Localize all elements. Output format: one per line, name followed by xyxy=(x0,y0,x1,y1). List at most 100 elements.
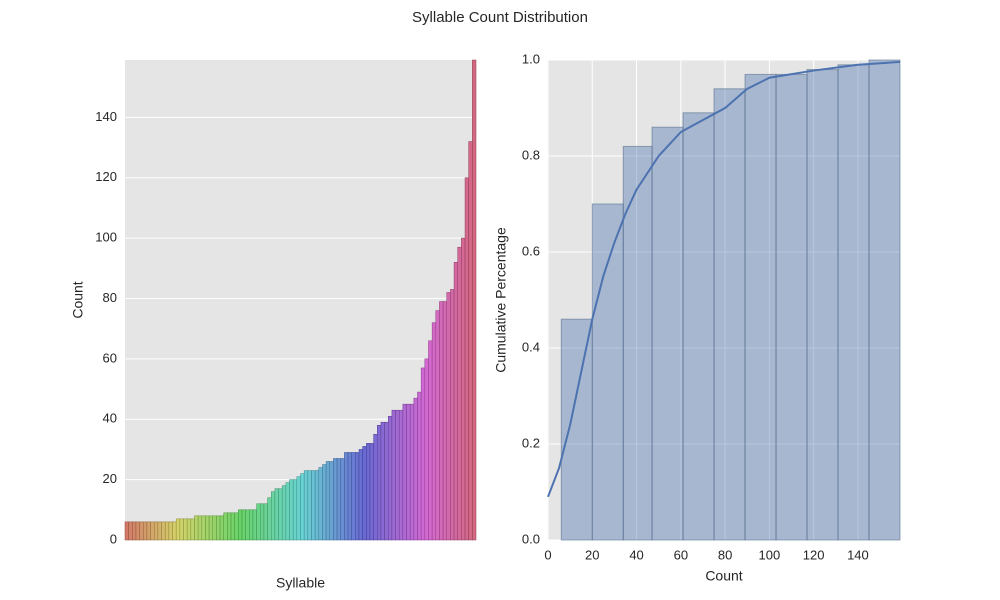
bar xyxy=(223,512,228,541)
bar xyxy=(450,289,455,541)
bar xyxy=(428,340,433,541)
bar xyxy=(183,518,188,541)
bar xyxy=(464,177,469,541)
bar xyxy=(355,452,360,541)
bar xyxy=(322,464,327,541)
y-tick-label: 0.2 xyxy=(522,435,540,450)
bar xyxy=(314,470,320,541)
bar xyxy=(256,503,261,541)
bar xyxy=(369,443,374,541)
bar xyxy=(329,461,334,541)
bar xyxy=(143,521,148,541)
y-tick-label: 20 xyxy=(103,471,117,486)
x-axis-label: Count xyxy=(705,568,742,584)
x-tick-label: 40 xyxy=(629,547,643,562)
bar xyxy=(157,521,162,541)
figure-title: Syllable Count Distribution xyxy=(412,9,588,26)
bar xyxy=(325,461,330,541)
y-tick-label: 0 xyxy=(110,531,117,546)
bar xyxy=(132,521,137,541)
x-tick-label: 80 xyxy=(718,547,732,562)
bar xyxy=(190,518,195,541)
bar xyxy=(263,503,268,541)
histogram-bar xyxy=(806,69,839,541)
x-tick-label: 140 xyxy=(847,547,869,562)
bar xyxy=(139,521,144,541)
bar xyxy=(377,425,382,541)
bar xyxy=(212,515,217,541)
bar xyxy=(457,246,462,541)
y-tick-label: 0.6 xyxy=(522,243,540,258)
bar xyxy=(417,391,422,541)
bar xyxy=(197,515,203,541)
bar xyxy=(201,515,206,541)
bar xyxy=(300,473,305,541)
bar xyxy=(164,521,170,541)
y-axis-label: Cumulative Percentage xyxy=(493,227,509,373)
kde-line xyxy=(547,60,901,498)
bar xyxy=(205,515,210,541)
bar xyxy=(168,521,173,541)
bar xyxy=(311,470,316,541)
bar xyxy=(446,292,451,541)
bar xyxy=(402,403,407,541)
bar xyxy=(333,458,338,541)
bar xyxy=(362,446,367,541)
bar xyxy=(238,509,243,541)
bar xyxy=(340,458,345,541)
bar xyxy=(435,310,440,541)
histogram-bar xyxy=(837,64,870,541)
bar xyxy=(179,518,184,541)
bar xyxy=(175,518,181,541)
bar xyxy=(289,479,294,541)
histogram-bar xyxy=(651,126,684,541)
bar xyxy=(219,515,224,541)
bar xyxy=(431,322,437,541)
bar xyxy=(208,515,213,541)
bar xyxy=(468,141,473,541)
bar xyxy=(344,452,349,541)
histogram-bar xyxy=(560,318,593,541)
bar xyxy=(281,485,287,541)
y-tick-label: 80 xyxy=(103,290,117,305)
bar xyxy=(146,521,151,541)
bar xyxy=(461,237,466,541)
bar xyxy=(318,467,323,541)
bar xyxy=(285,482,290,541)
bar xyxy=(172,521,177,541)
histogram-bar xyxy=(682,112,715,541)
y-tick-label: 60 xyxy=(103,350,117,365)
histogram-bar xyxy=(775,73,808,541)
bar xyxy=(234,512,239,541)
y-tick-label: 1.0 xyxy=(522,51,540,66)
bar xyxy=(241,509,246,541)
bar xyxy=(194,515,199,541)
bar xyxy=(442,301,447,541)
x-tick-label: 120 xyxy=(803,547,825,562)
plot-area xyxy=(548,60,900,540)
bar xyxy=(409,403,415,541)
y-tick-label: 100 xyxy=(95,230,117,245)
bar xyxy=(128,521,133,541)
histogram-bar xyxy=(744,73,777,541)
x-tick-label: 20 xyxy=(585,547,599,562)
bar xyxy=(303,470,309,541)
x-tick-label: 60 xyxy=(674,547,688,562)
bar xyxy=(395,409,400,541)
bar xyxy=(453,262,458,541)
bar xyxy=(424,358,429,541)
y-axis-label: Count xyxy=(70,281,86,318)
bar xyxy=(245,509,250,541)
y-tick-label: 0.0 xyxy=(522,531,540,546)
bar xyxy=(154,521,159,541)
bar xyxy=(398,409,404,541)
bar xyxy=(384,422,389,541)
bar xyxy=(161,521,166,541)
bar xyxy=(274,488,279,541)
bar xyxy=(150,521,155,541)
y-tick-label: 120 xyxy=(95,169,117,184)
bar xyxy=(292,479,298,541)
bar xyxy=(296,476,301,541)
bar xyxy=(366,443,371,541)
